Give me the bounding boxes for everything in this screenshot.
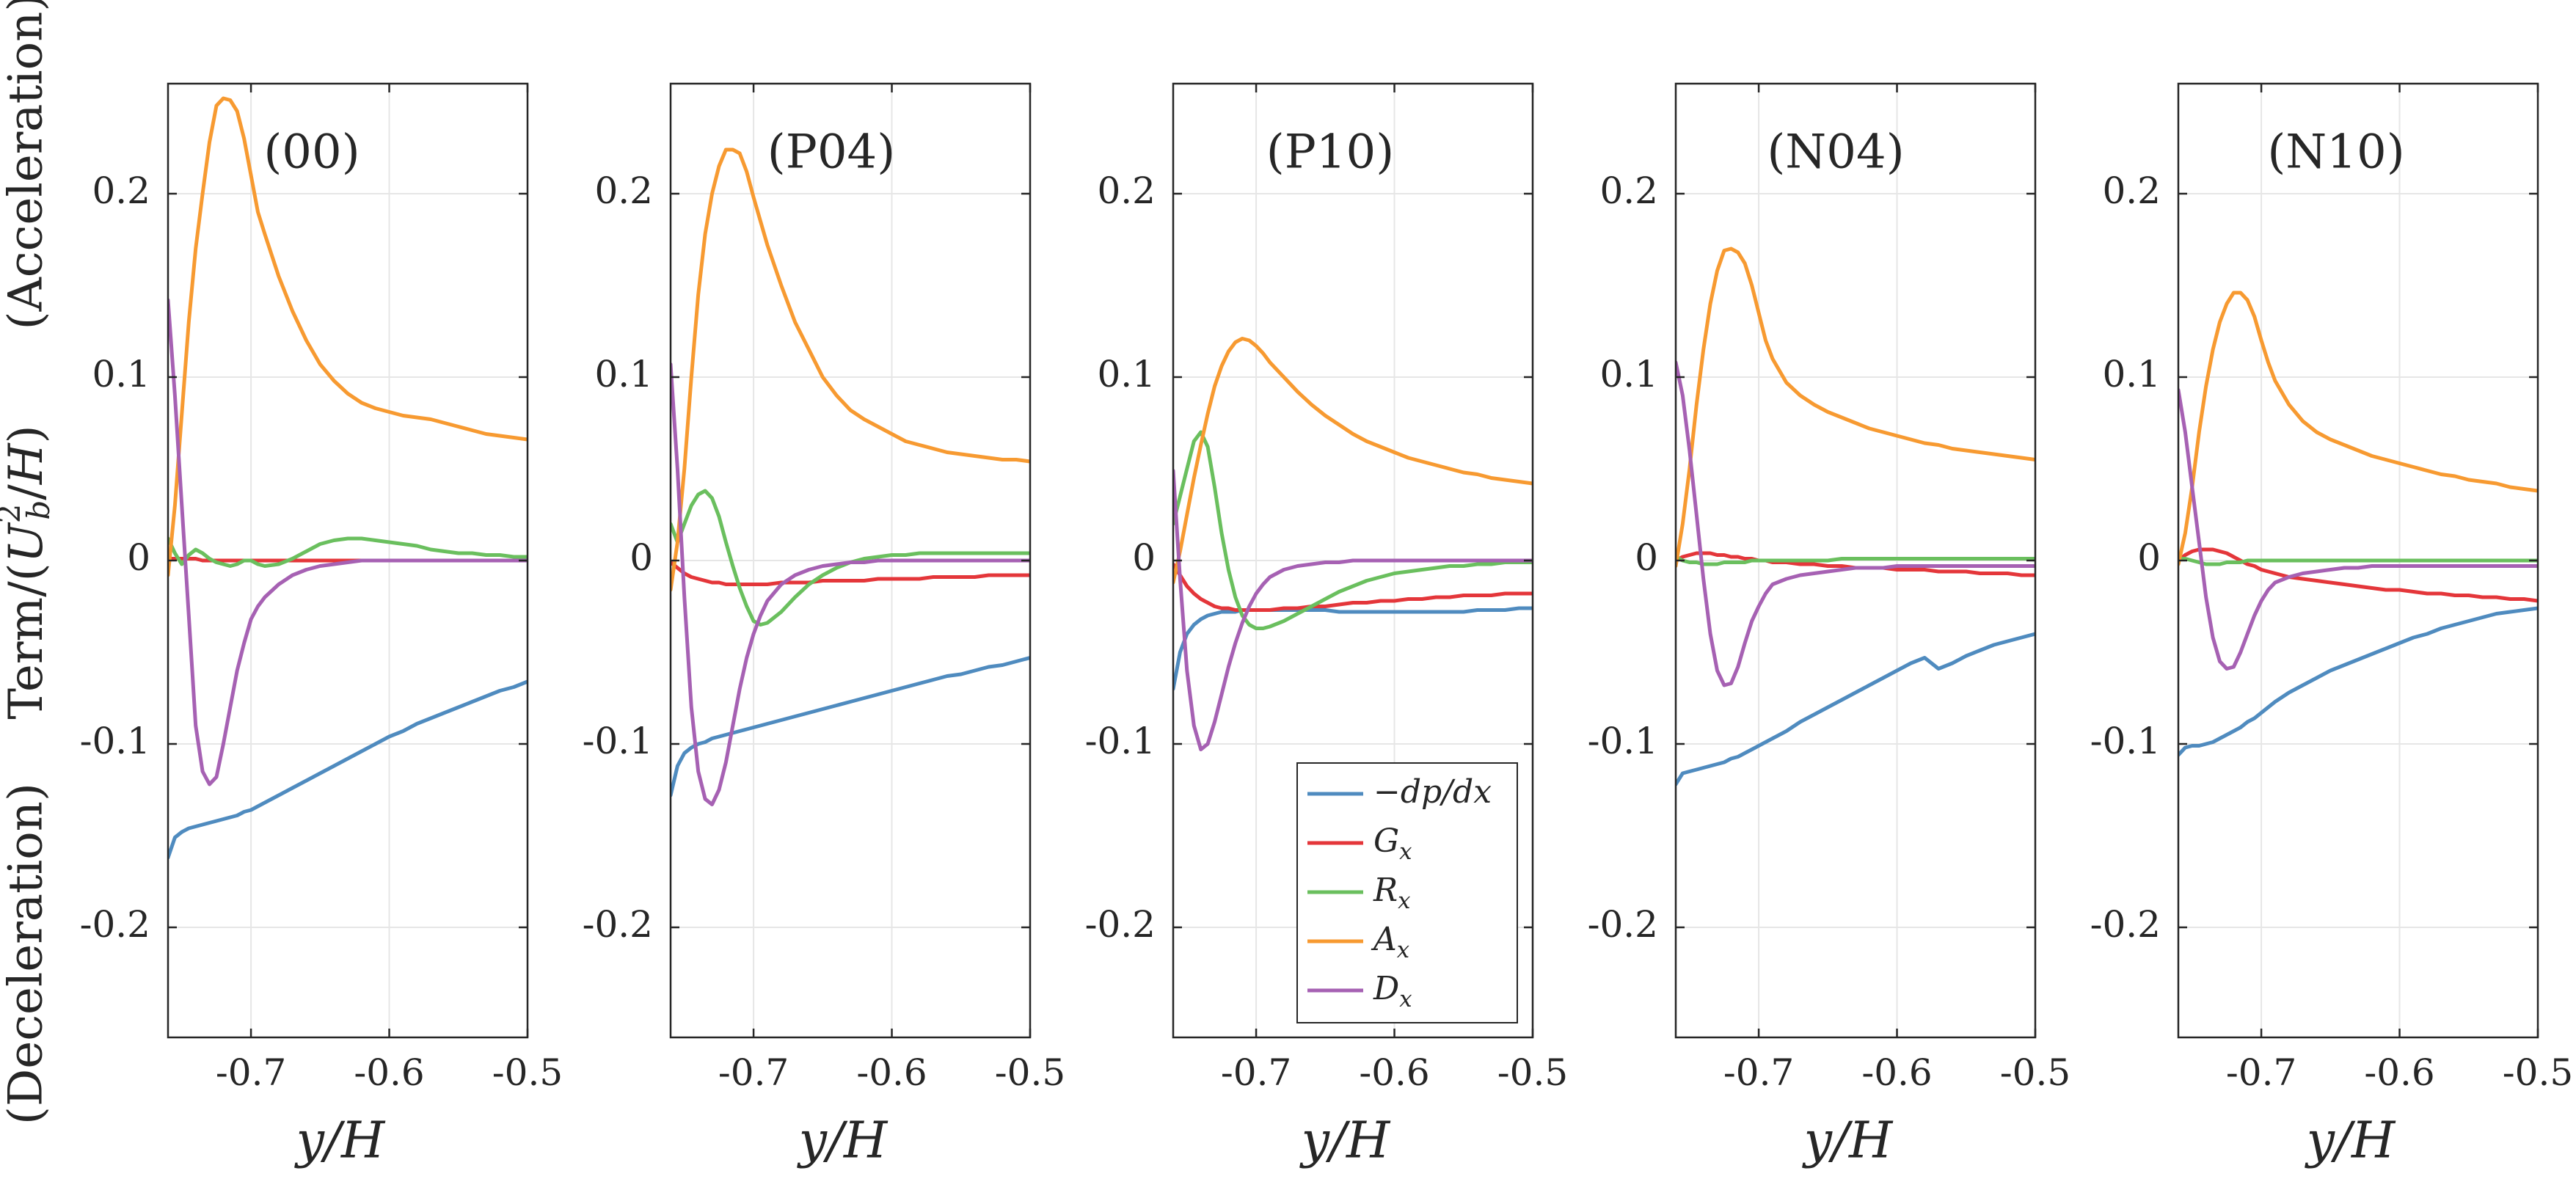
x-axis-label: y/H [294, 1112, 386, 1170]
y-tick-label: 0.1 [1599, 353, 1658, 395]
series-line-ax [168, 96, 528, 577]
x-tick-label: -0.6 [354, 1051, 424, 1094]
series-lines [1173, 337, 1533, 751]
legend: −dp/dx Gx Rx Ax Dx [1296, 762, 1518, 1023]
y-tick-label: 0 [127, 536, 150, 579]
y-tick-label: 0.1 [92, 353, 150, 395]
panel-title: (P10) [1266, 125, 1394, 180]
legend-entry: −dp/dx [1373, 773, 1492, 811]
series-line-gx [1676, 551, 2035, 577]
x-tick-label: -0.5 [1497, 1051, 1568, 1094]
y-tick-label: 0 [630, 536, 653, 579]
series-lines [1676, 247, 2035, 786]
legend-entry: Dx [1373, 970, 1412, 1012]
series-line-gx [1173, 562, 1533, 612]
y-tick-label: 0 [1635, 536, 1658, 579]
x-axis-label: y/H [797, 1112, 889, 1170]
series-line-ax [671, 147, 1030, 592]
y-label-acceleration: (Acceleration) [0, 0, 54, 329]
y-tick-label: -0.1 [1085, 720, 1156, 762]
series-line-gx [671, 561, 1030, 586]
x-axis-label: y/H [2305, 1112, 2396, 1170]
y-tick-label: 0.2 [2102, 169, 2161, 212]
series-line-rx [671, 489, 1030, 627]
panel-n10: 0.2 0.1 0 -0.1 -0.2 -0.7 -0.6 -0.5 (N10) y/H [2090, 82, 2573, 1170]
x-axis-label: y/H [1299, 1112, 1391, 1170]
x-tick-label: -0.5 [2503, 1051, 2573, 1094]
series-line-ax [1173, 337, 1533, 585]
panel-title: (N10) [2267, 125, 2404, 180]
x-axis-label: y/H [1802, 1112, 1894, 1170]
y-label-term: Term/(U2b/H) [0, 425, 56, 719]
x-tick-label: -0.6 [2364, 1051, 2434, 1094]
legend-entry: Ax [1371, 921, 1409, 963]
panels: 0.2 0.1 0 -0.1 -0.2 -0.7 -0.6 -0.5 (00) y/H 0.2 0.1… [80, 82, 2573, 1170]
legend-entry: Rx [1373, 872, 1411, 914]
y-tick-label: 0.2 [1097, 169, 1156, 212]
series-lines [168, 96, 528, 860]
x-tick-label: -0.5 [995, 1051, 1065, 1094]
y-tick-label: 0.1 [594, 353, 653, 395]
x-tick-label: -0.7 [216, 1051, 286, 1094]
y-tick-label: -0.2 [2090, 903, 2161, 946]
x-tick-label: -0.5 [2000, 1051, 2070, 1094]
y-tick-label: 0.2 [594, 169, 653, 212]
y-tick-label: -0.2 [80, 903, 150, 946]
series-line-rx [1173, 430, 1533, 630]
panel-title: (N04) [1767, 125, 1904, 180]
series-line-dx [1173, 469, 1533, 751]
panel-title: (00) [263, 125, 360, 180]
y-tick-label: -0.2 [1588, 903, 1658, 946]
series-line-dpdx [671, 656, 1030, 797]
y-tick-label: 0 [2137, 536, 2161, 579]
y-tick-label: -0.2 [583, 903, 653, 946]
x-tick-label: -0.7 [1221, 1051, 1291, 1094]
y-tick-label: -0.1 [80, 720, 150, 762]
panel-p10: 0.2 0.1 0 -0.1 -0.2 -0.7 -0.6 -0.5 (P10) y/H −dp/d… [1085, 82, 1568, 1170]
x-tick-label: -0.7 [2226, 1051, 2296, 1094]
series-line-dx [1676, 360, 2035, 687]
x-tick-label: -0.6 [1359, 1051, 1429, 1094]
y-tick-label: -0.2 [1085, 903, 1156, 946]
series-line-ax [2178, 291, 2538, 566]
series-line-dx [168, 298, 528, 786]
y-tick-label: 0.1 [1097, 353, 1156, 395]
series-line-dpdx [168, 679, 528, 860]
x-tick-label: -0.6 [1861, 1051, 1932, 1094]
series-line-dx [2178, 388, 2538, 671]
series-lines [2178, 291, 2538, 757]
series-line-rx [2178, 557, 2538, 566]
x-tick-label: -0.7 [718, 1051, 789, 1094]
series-line-rx [168, 536, 528, 568]
series-line-dpdx [2178, 606, 2538, 757]
y-label-deceleration: (Deceleration) [0, 783, 54, 1125]
y-tick-label: 0.2 [1599, 169, 1658, 212]
series-line-dx [671, 362, 1030, 806]
y-tick-label: -0.1 [2090, 720, 2161, 762]
y-tick-label: 0 [1132, 536, 1156, 579]
x-tick-label: -0.6 [856, 1051, 927, 1094]
series-line-ax [1676, 247, 2035, 568]
series-line-gx [2178, 547, 2538, 603]
y-tick-label: 0.1 [2102, 353, 2161, 395]
series-line-dpdx [1676, 632, 2035, 786]
y-tick-label: -0.1 [1588, 720, 1658, 762]
x-tick-label: -0.5 [492, 1051, 563, 1094]
series-line-rx [1676, 555, 2035, 566]
y-axis-label: (Acceleration) Term/(U2b/H) (Deceleration) [0, 0, 56, 1125]
panel-title: (P04) [767, 125, 895, 180]
y-tick-label: -0.1 [583, 720, 653, 762]
series-lines [671, 147, 1030, 806]
panel-n04: 0.2 0.1 0 -0.1 -0.2 -0.7 -0.6 -0.5 (N04) y/H [1588, 82, 2070, 1170]
x-tick-label: -0.7 [1723, 1051, 1794, 1094]
legend-entry: Gx [1373, 822, 1412, 865]
panel-00: 0.2 0.1 0 -0.1 -0.2 -0.7 -0.6 -0.5 (00) y/H [80, 82, 563, 1170]
panel-p04: 0.2 0.1 0 -0.1 -0.2 -0.7 -0.6 -0.5 (P04) y/H [583, 82, 1065, 1170]
y-tick-label: 0.2 [92, 169, 150, 212]
